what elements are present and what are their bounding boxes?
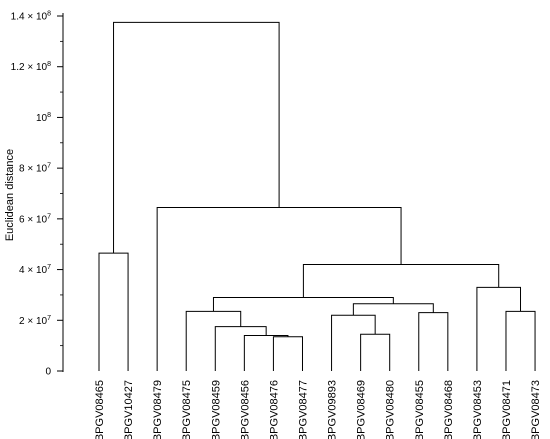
dendrogram-link [272,336,303,371]
leaf-label: BPGV10427 [123,380,135,439]
dendrogram-link [98,252,129,371]
leaf-label: BPGV08468 [443,380,455,439]
y-tick-label: 1.2 × 108 [11,61,51,73]
dendrogram-link [212,296,394,312]
leaf-label: BPGV08480 [385,380,397,439]
y-axis-title: Euclidean distance [4,149,16,241]
leaf-label: BPGV08465 [94,380,106,439]
dendrogram-link [331,314,376,371]
leaf-label: BPGV08469 [356,380,368,439]
leaf-label: BPGV08475 [181,380,193,439]
y-tick-label: 0 [45,367,51,378]
leaf-labels: BPGV08465 BPGV10427 BPGV08479 BPGV08475 BPGV… [94,380,542,439]
dendrogram-link [476,286,522,371]
leaf-label: BPGV08477 [297,380,309,439]
y-tick-label: 2 × 107 [19,315,51,327]
y-tick-label: 4 × 107 [19,264,51,276]
dendrogram-link [185,310,242,371]
leaf-label: BPGV08459 [210,380,222,439]
y-tick-label: 1.4 × 108 [11,11,51,23]
dendrogram-link [505,310,536,371]
leaf-label: BPGV08455 [414,380,426,439]
dendrogram-link [352,303,434,316]
y-tick-label: 108 [36,112,51,124]
leaf-label: BPGV09893 [327,380,339,439]
dendrogram-links [98,21,536,371]
y-tick-label: 8 × 107 [19,163,51,175]
y-tick-label: 6 × 107 [19,213,51,225]
dendrogram-link [214,326,267,371]
y-axis-ticks: 0 2 × 107 4 × 107 6 × 107 8 × 107 108 1.2 × 10… [11,11,63,378]
leaf-label: BPGV08479 [152,380,164,439]
leaf-label: BPGV08453 [472,380,484,439]
leaf-label: BPGV08471 [501,380,513,439]
dendrogram-link [156,206,402,371]
leaf-label: BPGV08476 [268,380,280,439]
leaf-label: BPGV08473 [530,380,542,439]
dendrogram-link [360,333,391,371]
dendrogram-link [243,335,289,371]
dendrogram-link [113,21,280,254]
dendrogram-link [418,312,449,371]
dendrogram-link [302,264,500,298]
leaf-label: BPGV08456 [239,380,251,439]
